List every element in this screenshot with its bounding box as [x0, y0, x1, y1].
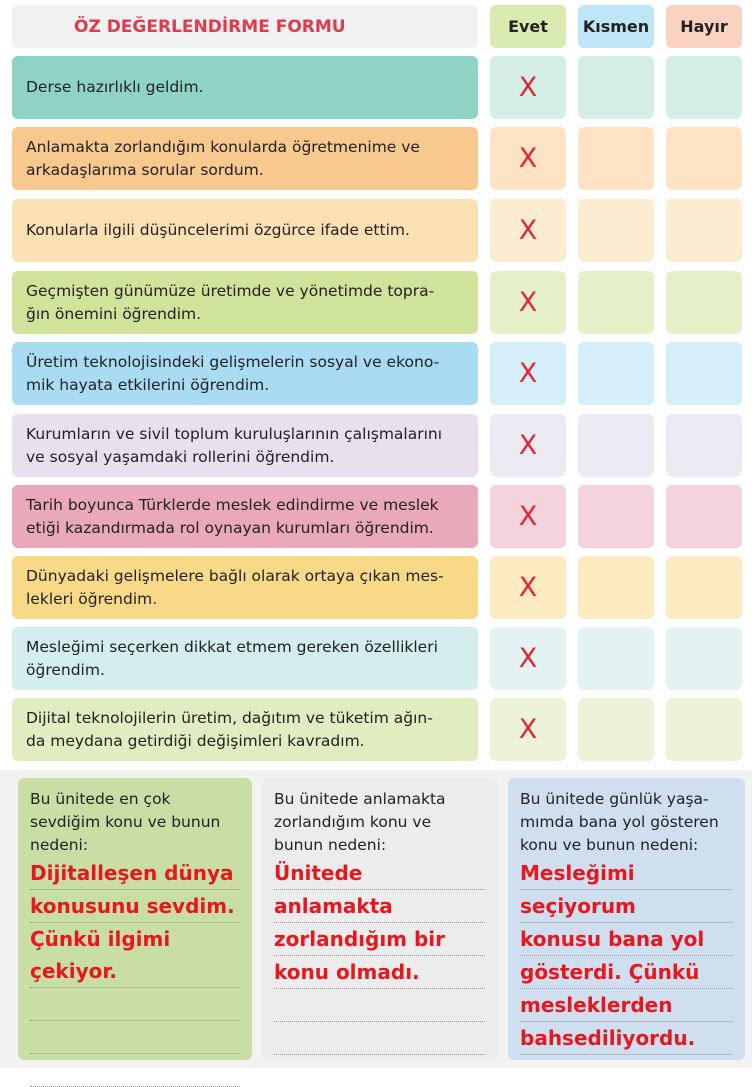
statement: Tarih boyunca Türklerde meslek edindirme…: [12, 485, 478, 548]
answer-cell: [666, 199, 742, 262]
prompt-line: mımda bana yol gösteren: [520, 813, 719, 831]
answer-cell: X: [490, 627, 566, 690]
answer-cell: [666, 56, 742, 119]
handwritten-answer: konusunu sevdim.: [30, 890, 240, 923]
handwritten-answer: zorlandığım bir: [274, 923, 485, 956]
answer-cell: [578, 342, 654, 405]
statement-line: lekleri öğrendim.: [26, 589, 158, 608]
dotted-line: [274, 1022, 485, 1055]
answer-cell: [578, 127, 654, 190]
prompt-line: nedeni:: [30, 836, 89, 854]
statement-line: Tarih boyunca Türklerde meslek edindirme…: [26, 495, 439, 514]
handwritten-answer: seçiyorum: [520, 890, 733, 923]
reflection-panel: Bu ünitede en çok sevdiğim konu ve bunun n…: [18, 778, 252, 1087]
handwritten-answer: gösterdi. Çünkü: [520, 956, 733, 989]
statement-line: öğrendim.: [26, 660, 105, 679]
answer-cell: [666, 271, 742, 334]
handwritten-answer: Mesleğimi: [520, 857, 733, 890]
statement-line: etiği kazandırmada rol oynayan kurumları…: [26, 518, 434, 537]
statement-line: Kurumların ve sivil toplum kuruluşlarını…: [26, 424, 443, 443]
handwritten-answer: mesleklerden: [520, 989, 733, 1022]
answer-cell: X: [490, 485, 566, 548]
reflection-panel: Bu ünitede anlamakta zorlandığım konu ve b…: [262, 778, 497, 1060]
answer-cell: X: [490, 271, 566, 334]
answer-cell: X: [490, 414, 566, 477]
statement-line: Dijital teknolojilerin üretim, dağıtım v…: [26, 708, 433, 727]
answer-cell: X: [490, 56, 566, 119]
statement-line: Konularla ilgili düşüncelerimi özgürce i…: [26, 221, 410, 239]
answer-cell: [666, 698, 742, 761]
prompt-line: Bu ünitede günlük yaşa-: [520, 790, 709, 808]
answer-cell: X: [490, 199, 566, 262]
answer-cell: [578, 627, 654, 690]
answer-cell: [666, 556, 742, 619]
statement-line: Üretim teknolojisindeki gelişmelerin sos…: [26, 352, 440, 371]
statement: Dijital teknolojilerin üretim, dağıtım v…: [12, 698, 478, 761]
statement-line: ğın önemini öğrendim.: [26, 304, 202, 323]
answer-cell: X: [490, 342, 566, 405]
answer-cell: [578, 56, 654, 119]
statement-line: Derse hazırlıklı geldim.: [26, 78, 204, 96]
dotted-line: [274, 989, 485, 1022]
answer-cell: [666, 627, 742, 690]
answer-cell: X: [490, 556, 566, 619]
prompt-line: konu ve bunun nedeni:: [520, 836, 699, 854]
answer-cell: [666, 127, 742, 190]
answer-cell: [578, 271, 654, 334]
statement-line: Geçmişten günümüze üretimde ve yönetimde…: [26, 281, 435, 300]
answer-cell: [578, 556, 654, 619]
column-header: Evet: [490, 5, 566, 48]
answer-cell: [666, 485, 742, 548]
prompt-line: Bu ünitede anlamakta: [274, 790, 446, 808]
answer-cell: [666, 342, 742, 405]
handwritten-answer: Çünkü ilgimi çekiyor.: [30, 923, 240, 988]
statement-line: ve sosyal yaşamdaki rollerini öğrendim.: [26, 447, 335, 466]
statement: Dünyadaki gelişmelere bağlı olarak ortay…: [12, 556, 478, 619]
handwritten-answer: Ünitede: [274, 857, 485, 890]
column-header: Kısmen: [578, 5, 654, 48]
statement: Geçmişten günümüze üretimde ve yönetimde…: [12, 271, 478, 334]
prompt-line: Bu ünitede en çok: [30, 790, 171, 808]
form-title: ÖZ DEĞERLENDİRME FORMU: [12, 5, 478, 48]
reflection-panel: Bu ünitede günlük yaşa-mımda bana yol gö…: [508, 778, 745, 1060]
prompt-line: zorlandığım konu ve: [274, 813, 432, 831]
statement: Kurumların ve sivil toplum kuruluşlarını…: [12, 414, 478, 477]
statement-line: mik hayata etkilerini öğrendim.: [26, 375, 270, 394]
column-header: Hayır: [666, 5, 742, 48]
statement-line: Dünyadaki gelişmelere bağlı olarak ortay…: [26, 566, 444, 585]
prompt-line: sevdiğim konu ve bunun: [30, 813, 221, 831]
statement: Üretim teknolojisindeki gelişmelerin sos…: [12, 342, 478, 405]
statement: Konularla ilgili düşüncelerimi özgürce i…: [12, 199, 478, 262]
statement: Anlamakta zorlandığım konularda öğretmen…: [12, 127, 478, 190]
answer-cell: [578, 414, 654, 477]
prompt-line: bunun nedeni:: [274, 836, 387, 854]
statement: Derse hazırlıklı geldim.: [12, 56, 478, 119]
statement-line: arkadaşlarıma sorular sordum.: [26, 160, 264, 179]
statement-line: da meydana getirdiği değişimleri kavradı…: [26, 731, 365, 750]
handwritten-answer: konusu bana yol: [520, 923, 733, 956]
answer-cell: [578, 199, 654, 262]
answer-cell: [578, 485, 654, 548]
answer-cell: X: [490, 127, 566, 190]
handwritten-answer: konu olmadı.: [274, 956, 485, 989]
handwritten-answer: bahsediliyordu.: [520, 1022, 733, 1055]
dotted-line: [30, 1054, 240, 1087]
dotted-line: [30, 1021, 240, 1054]
statement-line: Mesleğimi seçerken dikkat etmem gereken …: [26, 637, 438, 656]
handwritten-answer: Dijitalleşen dünya: [30, 857, 240, 890]
statement-line: Anlamakta zorlandığım konularda öğretmen…: [26, 137, 420, 156]
dotted-line: [30, 988, 240, 1021]
answer-cell: [666, 414, 742, 477]
answer-cell: X: [490, 698, 566, 761]
answer-cell: [578, 698, 654, 761]
statement: Mesleğimi seçerken dikkat etmem gereken …: [12, 627, 478, 690]
handwritten-answer: anlamakta: [274, 890, 485, 923]
